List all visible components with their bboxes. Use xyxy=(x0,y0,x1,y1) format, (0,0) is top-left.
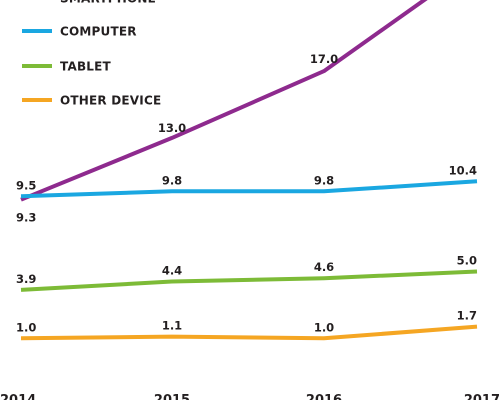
series-line-smartphone xyxy=(20,0,428,202)
data-label-computer-2016: 9.8 xyxy=(314,173,334,187)
legend-label-tablet: TABLET xyxy=(60,60,112,74)
series-line-tablet xyxy=(20,269,478,292)
data-label-computer-2017: 10.4 xyxy=(449,163,477,177)
x-tick-2014: 2014 xyxy=(0,393,36,400)
x-tick-2015: 2015 xyxy=(154,393,190,400)
data-label-tablet-2015: 4.4 xyxy=(162,264,182,278)
data-label-smartphone-2014: 9.3 xyxy=(16,211,36,225)
series-line-other-device xyxy=(20,324,478,341)
data-label-tablet-2017: 5.0 xyxy=(457,254,477,268)
data-label-other-device-2016: 1.0 xyxy=(314,320,334,334)
legend: SMARTPHONE COMPUTER TABLET OTHER DEVICE xyxy=(22,0,161,108)
data-labels: 9.3 13.0 17.0 9.5 9.8 9.8 10.4 3.9 4.4 4.6 5.0 1.0 1… xyxy=(16,52,477,334)
x-tick-2017: 2017 xyxy=(464,393,500,400)
x-tick-2016: 2016 xyxy=(306,393,342,400)
data-label-smartphone-2016: 17.0 xyxy=(310,52,338,66)
data-label-other-device-2015: 1.1 xyxy=(162,319,182,333)
series-line-computer xyxy=(20,179,478,199)
data-label-computer-2015: 9.8 xyxy=(162,173,182,187)
data-label-tablet-2016: 4.6 xyxy=(314,260,334,274)
x-axis-ticks: 2014 2015 2016 2017 xyxy=(0,393,500,400)
legend-label-other-device: OTHER DEVICE xyxy=(60,94,161,108)
legend-label-smartphone: SMARTPHONE xyxy=(60,0,156,6)
data-label-other-device-2014: 1.0 xyxy=(16,320,36,334)
data-label-tablet-2014: 3.9 xyxy=(16,272,36,286)
data-label-smartphone-2015: 13.0 xyxy=(158,121,186,135)
data-label-other-device-2017: 1.7 xyxy=(457,309,477,323)
legend-label-computer: COMPUTER xyxy=(60,25,137,39)
data-label-computer-2014: 9.5 xyxy=(16,178,36,192)
series-lines xyxy=(20,0,478,341)
